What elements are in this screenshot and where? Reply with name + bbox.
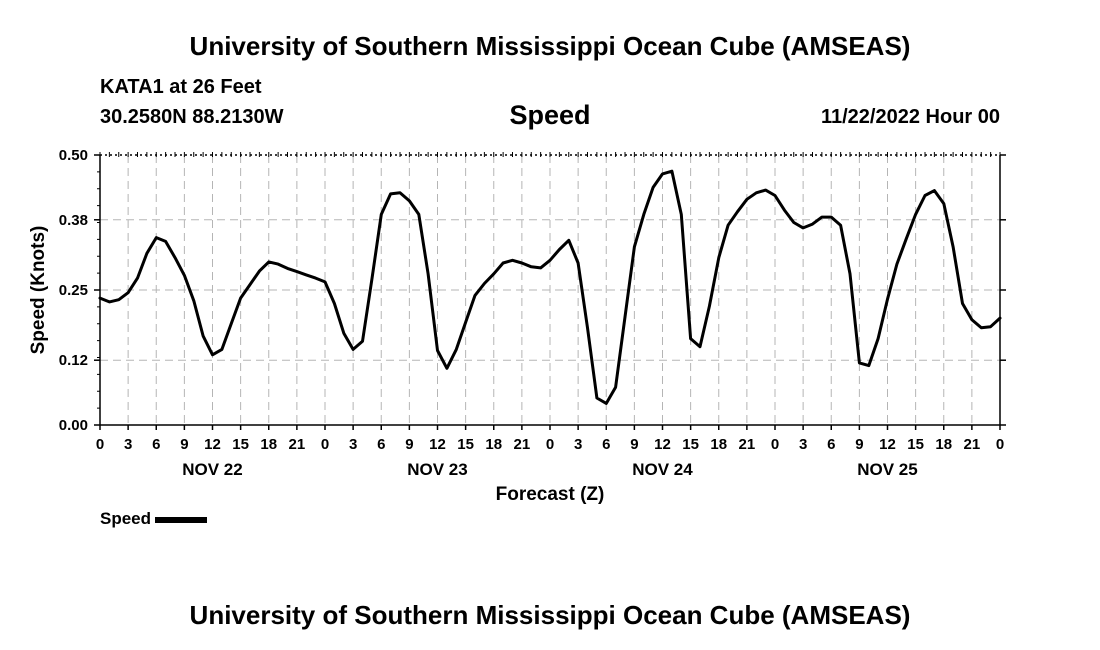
x-tick-label: 15 [682, 436, 699, 453]
x-tick-label: 12 [879, 436, 896, 453]
series-line-speed [98, 169, 1002, 405]
bottom-title: University of Southern Mississippi Ocean… [189, 600, 911, 630]
x-tick-label: 0 [996, 436, 1004, 453]
x-tick-label: 0 [771, 436, 779, 453]
x-tick-label: 9 [630, 436, 638, 453]
x-tick-label: 18 [260, 436, 277, 453]
y-tick-label: 0.12 [59, 352, 88, 369]
x-tick-label: 18 [710, 436, 727, 453]
x-tick-label: 6 [602, 436, 610, 453]
x-tick-label: 0 [321, 436, 329, 453]
x-tick-label: 0 [546, 436, 554, 453]
top-title: University of Southern Mississippi Ocean… [189, 31, 911, 61]
y-tick-label: 0.00 [59, 417, 88, 434]
x-tick-label: 9 [180, 436, 188, 453]
x-tick-label: 3 [124, 436, 132, 453]
legend-label: Speed [100, 509, 152, 528]
x-tick-label: 15 [907, 436, 924, 453]
datetime-label: 11/22/2022 Hour 00 [820, 106, 1000, 128]
x-tick-label: 3 [349, 436, 357, 453]
x-tick-label: 3 [799, 436, 807, 453]
x-tick-label: 12 [204, 436, 221, 453]
coordinates-label: 30.2580N 88.2130W [100, 106, 284, 128]
x-tick-label: 21 [289, 436, 306, 453]
y-tick-label: 0.25 [59, 282, 88, 299]
station-label: KATA1 at 26 Feet [100, 76, 262, 98]
x-tick-label: 6 [827, 436, 835, 453]
x-tick-label: 21 [514, 436, 531, 453]
x-tick-label: 9 [405, 436, 413, 453]
chart-title: Speed [509, 100, 591, 130]
x-axis-label: Forecast (Z) [496, 484, 605, 505]
x-tick-label: 3 [574, 436, 582, 453]
x-tick-label: 15 [232, 436, 249, 453]
day-label: NOV 25 [857, 460, 917, 479]
x-tick-label: 18 [935, 436, 952, 453]
y-tick-label: 0.38 [59, 212, 88, 229]
x-tick-label: 6 [152, 436, 160, 453]
x-tick-label: 21 [739, 436, 756, 453]
legend-line-swatch [155, 516, 208, 523]
legend: Speed [100, 509, 208, 529]
y-axis-label: Speed (Knots) [28, 226, 49, 355]
x-tick-label: 0 [96, 436, 104, 453]
day-label: NOV 22 [182, 460, 242, 479]
x-tick-label: 15 [457, 436, 474, 453]
x-tick-label: 21 [964, 436, 981, 453]
day-label: NOV 23 [407, 460, 467, 479]
x-tick-label: 18 [485, 436, 502, 453]
x-tick-label: 12 [429, 436, 446, 453]
day-label: NOV 24 [632, 460, 693, 479]
x-tick-label: 9 [855, 436, 863, 453]
x-tick-label: 12 [654, 436, 671, 453]
y-tick-label: 0.50 [59, 147, 88, 164]
x-tick-label: 6 [377, 436, 385, 453]
